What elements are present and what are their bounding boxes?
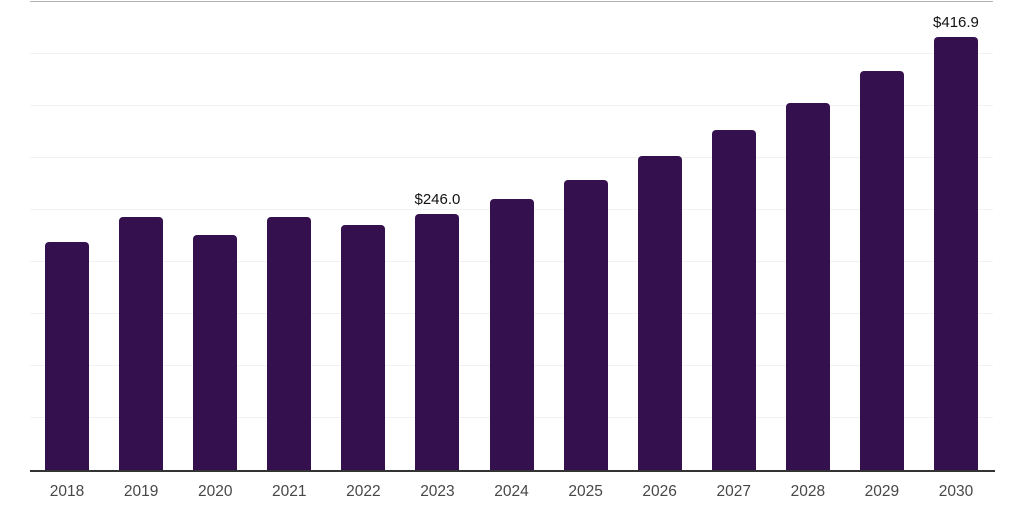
value-label-2023: $246.0 xyxy=(414,191,461,209)
bar-slot-2024 xyxy=(474,0,548,470)
bars-row: $246.0 $416.9 xyxy=(30,0,993,470)
value-label-2030: $416.9 xyxy=(933,13,979,31)
bar-slot-2018 xyxy=(30,0,104,470)
x-tick-2018: 2018 xyxy=(49,483,85,500)
x-axis-line xyxy=(30,470,995,472)
x-tick-2024: 2024 xyxy=(494,483,529,500)
gridline-450 xyxy=(30,1,993,3)
x-tick-2030: 2030 xyxy=(938,483,974,500)
x-tick-2021: 2021 xyxy=(272,483,307,500)
bar-2026 xyxy=(637,155,682,470)
bar-2024 xyxy=(489,198,534,470)
gridline-350 xyxy=(30,105,993,107)
bar-slot-2021 xyxy=(252,0,326,470)
x-axis-tick-labels: 2018 2019 2020 2021 2022 2023 2024 2025 2026 2027… xyxy=(30,482,993,501)
x-tick-2019: 2019 xyxy=(123,483,159,500)
bar-slot-2030: $416.9 xyxy=(919,0,993,470)
bar-slot-2019 xyxy=(104,0,178,470)
x-tick-2025: 2025 xyxy=(568,483,603,500)
x-tick-2029: 2029 xyxy=(864,483,900,500)
bar-slot-2027 xyxy=(697,0,771,470)
x-tick-2022: 2022 xyxy=(346,483,381,500)
bar-2023 xyxy=(415,214,460,470)
bar-2028 xyxy=(785,102,830,470)
bar-2030 xyxy=(933,36,978,470)
x-tick-2023: 2023 xyxy=(420,483,455,500)
gridline-400 xyxy=(30,53,993,55)
bar-2022 xyxy=(341,224,386,470)
bar-2020 xyxy=(193,235,238,470)
x-tick-2026: 2026 xyxy=(642,483,677,500)
bar-slot-2028 xyxy=(771,0,845,470)
bar-2025 xyxy=(563,179,608,470)
plot-area: $246.0 $416.9 xyxy=(30,0,993,470)
bar-2019 xyxy=(119,217,164,470)
x-tick-2028: 2028 xyxy=(790,483,826,500)
bar-slot-2029 xyxy=(845,0,919,470)
x-tick-2027: 2027 xyxy=(716,483,751,500)
bar-2018 xyxy=(45,242,90,470)
x-tick-2020: 2020 xyxy=(197,483,233,500)
bar-2021 xyxy=(267,217,312,470)
bar-2027 xyxy=(711,129,756,470)
gridline-300 xyxy=(30,157,993,159)
bar-slot-2026 xyxy=(623,0,697,470)
bar-2029 xyxy=(859,70,904,470)
bar-slot-2023: $246.0 xyxy=(400,0,474,470)
bar-slot-2022 xyxy=(326,0,400,470)
bar-slot-2025 xyxy=(549,0,623,470)
bar-slot-2020 xyxy=(178,0,252,470)
